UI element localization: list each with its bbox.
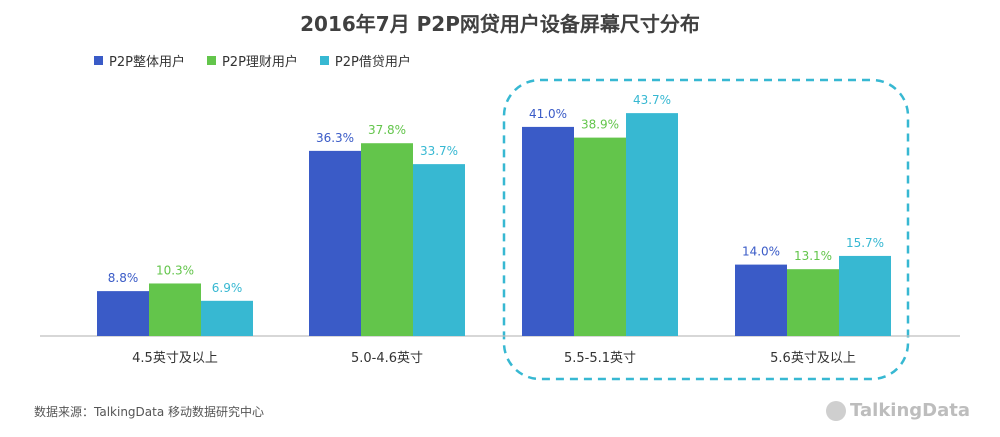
bar-3-2 <box>839 255 891 336</box>
chart-title: 2016年7月 P2P网贷用户设备屏幕尺寸分布 <box>300 12 700 36</box>
data-label-1-0: 36.3% <box>316 131 354 145</box>
brand-icon <box>826 400 847 421</box>
bar-2-0 <box>522 126 574 337</box>
legend-label-investment: P2P理财用户 <box>221 55 298 70</box>
data-label-0-2: 6.9% <box>212 281 243 295</box>
bar-2-1 <box>574 137 626 336</box>
legend-swatch-investment <box>206 56 216 65</box>
legend-label-borrowing: P2P借贷用户 <box>334 55 411 70</box>
bar-0-2 <box>201 300 253 336</box>
bar-2-2 <box>626 113 678 336</box>
data-label-1-2: 33.7% <box>420 144 458 158</box>
data-label-0-1: 10.3% <box>156 263 194 277</box>
data-label-3-2: 15.7% <box>846 236 884 250</box>
brand-logo: TalkingData <box>826 400 970 421</box>
bar-0-0 <box>97 291 149 336</box>
data-label-2-0: 41.0% <box>529 107 567 121</box>
data-label-3-0: 14.0% <box>742 245 780 259</box>
legend: P2P整体用户 P2P理财用户 P2P借贷用户 <box>94 51 411 70</box>
data-label-2-1: 38.9% <box>581 118 619 132</box>
data-label-1-1: 37.8% <box>368 123 406 137</box>
x-tick-label-2: 5.5-5.1英寸 <box>564 351 636 366</box>
data-source-note: 数据来源：TalkingData 移动数据研究中心 <box>34 405 265 419</box>
bar-0-1 <box>149 283 201 336</box>
brand-name: TalkingData <box>850 400 970 421</box>
legend-item-borrowing: P2P借贷用户 <box>319 51 411 70</box>
bar-1-0 <box>309 150 361 336</box>
data-label-2-2: 43.7% <box>633 93 671 107</box>
data-label-0-0: 8.8% <box>108 271 139 285</box>
legend-swatch-borrowing <box>319 56 329 65</box>
x-tick-label-1: 5.0-4.6英寸 <box>351 351 423 366</box>
x-tick-label-3: 5.6英寸及以上 <box>770 351 856 366</box>
x-tick-label-0: 4.5英寸及以上 <box>132 351 218 366</box>
bar-1-1 <box>361 143 413 336</box>
bar-3-1 <box>787 269 839 336</box>
legend-label-overall: P2P整体用户 <box>109 55 185 70</box>
legend-item-overall: P2P整体用户 <box>94 51 185 70</box>
legend-swatch-overall <box>94 56 103 65</box>
bar-3-0 <box>735 264 787 336</box>
bar-1-2 <box>413 164 465 336</box>
data-label-3-1: 13.1% <box>794 249 832 263</box>
legend-item-investment: P2P理财用户 <box>206 51 298 70</box>
